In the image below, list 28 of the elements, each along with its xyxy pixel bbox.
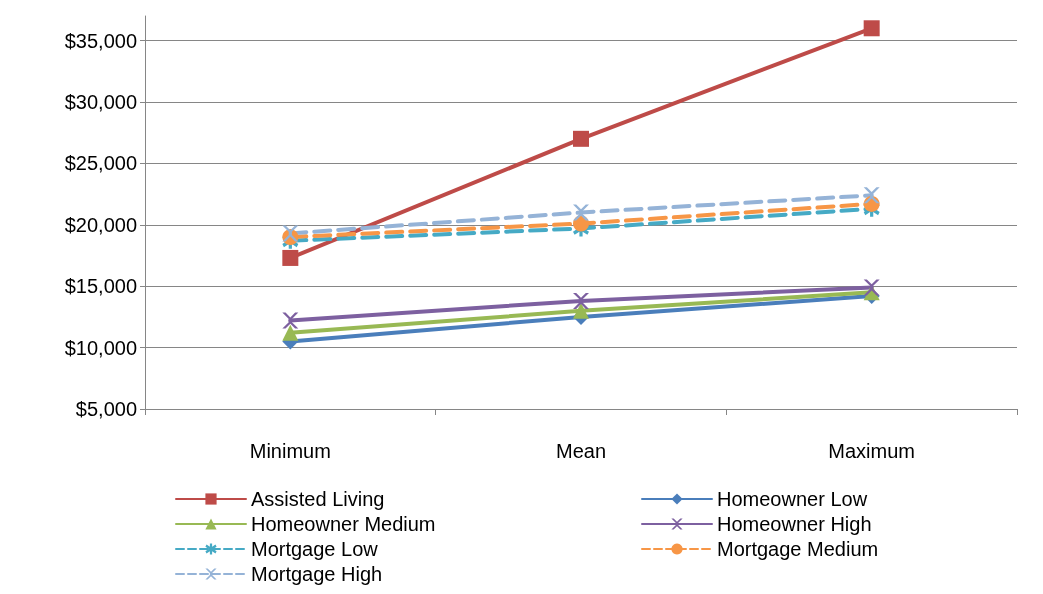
y-tick-label: $35,000: [64, 29, 137, 52]
point: [573, 130, 589, 147]
legend-label: Mortgage High: [251, 563, 383, 585]
y-tick-label: $30,000: [64, 90, 137, 113]
point: [573, 204, 589, 221]
legend-label: Mortgage Low: [251, 538, 379, 560]
x-tick-label: Mean: [555, 440, 607, 462]
point: [282, 225, 299, 242]
legend-label: Homeowner High: [717, 513, 872, 535]
legend-label: Homeowner Medium: [251, 513, 436, 535]
y-tick-label: $25,000: [64, 152, 137, 175]
legend-label: Mortgage Medium: [717, 538, 879, 560]
point: [573, 292, 589, 309]
point: [863, 20, 880, 37]
x-tick-label: Maximum: [828, 440, 915, 462]
legend-label: Homeowner Low: [717, 488, 868, 510]
point: [863, 187, 880, 204]
point: [282, 312, 299, 329]
point: [573, 302, 589, 319]
y-tick-label: $20,000: [64, 213, 137, 236]
point: [282, 249, 299, 266]
y-tick-label: $5,000: [75, 398, 137, 420]
y-tick-label: $15,000: [64, 275, 137, 298]
x-tick-label: Minimum: [249, 440, 331, 462]
legend-label: Assisted Living: [251, 488, 385, 510]
point: [863, 279, 880, 296]
point: [282, 324, 299, 341]
y-tick-label: $10,000: [64, 336, 137, 359]
